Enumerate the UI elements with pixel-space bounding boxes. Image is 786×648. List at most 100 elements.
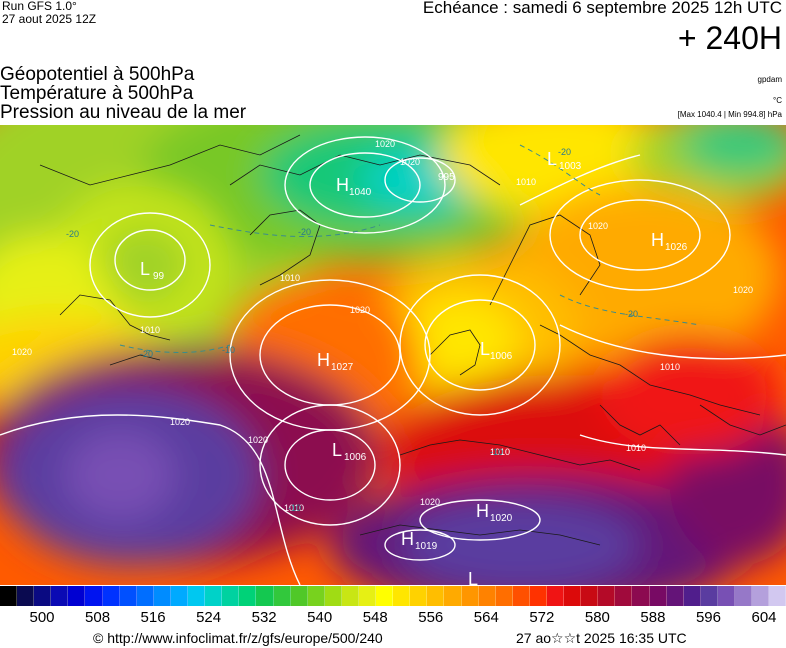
temperature-labels: -20 -20 -20 -20 -20 -10 -10 -10 xyxy=(66,147,638,513)
color-scale-swatch xyxy=(427,586,445,606)
color-scale-swatch xyxy=(358,586,377,606)
pressure-center-letter: L xyxy=(332,440,342,460)
color-scale-swatch xyxy=(598,586,616,606)
isobar-label: 1020 xyxy=(420,497,440,507)
isobar-label: 1010 xyxy=(516,177,536,187)
parameter-pressure: Pression au niveau de la mer xyxy=(0,102,247,123)
pressure-center-8: L 1006 xyxy=(332,440,367,463)
color-scale-tick-label: 532 xyxy=(251,609,277,626)
weather-map-svg: H 1040 995 L 1003 L 99 H 1026 H 1027 xyxy=(0,125,786,585)
pressure-center-4: L 99 xyxy=(140,259,165,282)
color-scale-swatch xyxy=(376,586,394,606)
isobar-label: 1020 xyxy=(375,139,395,149)
color-scale-swatch xyxy=(410,586,428,606)
color-scale-tick-label: 572 xyxy=(529,609,555,626)
pressure-center-letter: L xyxy=(468,569,478,585)
color-scale-swatch xyxy=(307,586,325,606)
pressure-center-11: L xyxy=(468,569,478,585)
pressure-center-1: H 1040 xyxy=(336,175,372,198)
color-scale-tick-label: 540 xyxy=(307,609,333,626)
forecast-lead-time: + 240H xyxy=(677,20,782,56)
color-scale-swatch xyxy=(683,586,701,606)
pressure-center-letter: L xyxy=(140,259,150,279)
isobar-label: 1020 xyxy=(400,157,420,167)
pressure-center-5: H 1026 xyxy=(651,230,688,253)
pressure-center-letter: H xyxy=(476,501,489,521)
color-scale-swatch xyxy=(205,586,223,606)
temperature-label: -20 xyxy=(66,229,79,239)
pressure-center-letter: L xyxy=(480,339,490,359)
color-scale-swatch xyxy=(752,586,770,606)
footer-source-url[interactable]: © http://www.infoclimat.fr/z/gfs/europe/… xyxy=(93,630,383,646)
color-scale-swatch xyxy=(564,586,582,606)
isobar-label: 1010 xyxy=(626,443,646,453)
color-scale-swatch xyxy=(700,586,718,606)
color-scale-swatch xyxy=(68,586,86,606)
isobar-label: 1020 xyxy=(170,417,190,427)
color-scale-swatch xyxy=(581,586,599,606)
color-scale-swatch xyxy=(769,586,786,606)
color-scale-tick-label: 516 xyxy=(140,609,166,626)
color-scale-tick-label: 548 xyxy=(362,609,388,626)
color-scale-swatch xyxy=(0,586,18,606)
color-scale-swatch xyxy=(34,586,52,606)
isobar-label: 1010 xyxy=(490,447,510,457)
color-scale-tick-label: 524 xyxy=(196,609,222,626)
forecast-valid-time: Echéance : samedi 6 septembre 2025 12h U… xyxy=(422,0,782,17)
unit-temperature: °C xyxy=(773,96,782,105)
pressure-center-letter: H xyxy=(317,350,330,370)
parameter-temperature: Température à 500hPa xyxy=(0,83,194,104)
color-scale-tick-label: 596 xyxy=(695,609,721,626)
isobar-label: 1010 xyxy=(660,362,680,372)
color-scale-swatch xyxy=(341,586,359,606)
color-scale-tick-label: 508 xyxy=(85,609,111,626)
temperature-label: -20 xyxy=(558,147,571,157)
color-scale-swatch xyxy=(666,586,684,606)
color-scale-swatch xyxy=(324,586,342,606)
pressure-center-value: 1006 xyxy=(344,452,367,463)
color-scale-tick-label: 564 xyxy=(473,609,499,626)
pressure-center-10: H 1019 xyxy=(401,529,438,552)
color-scale-swatch xyxy=(102,586,120,606)
pressure-centers: H 1040 995 L 1003 L 99 H 1026 H 1027 xyxy=(140,149,688,585)
color-scale-swatch xyxy=(188,586,206,606)
coastlines xyxy=(39,134,786,546)
pressure-center-value: 995 xyxy=(438,172,455,183)
isobars xyxy=(0,136,786,585)
pressure-range: [Max 1040.4 | Min 994.8] hPa xyxy=(677,110,782,119)
color-scale-swatch xyxy=(119,586,137,606)
color-scale-swatch xyxy=(461,586,479,606)
color-scale-swatch xyxy=(256,586,274,606)
pressure-center-letter: H xyxy=(401,529,414,549)
isobar-label: 1020 xyxy=(12,347,32,357)
color-scale-swatch xyxy=(136,586,154,606)
isobar-label: 1020 xyxy=(248,435,268,445)
color-scale-swatch xyxy=(222,586,240,606)
color-scale-swatch xyxy=(51,586,69,606)
color-scale-swatch xyxy=(478,586,496,606)
pressure-center-7: L 1006 xyxy=(480,339,513,362)
pressure-center-value: 1003 xyxy=(559,161,582,172)
pressure-center-value: 1019 xyxy=(415,541,438,552)
unit-geopotential: gpdam xyxy=(757,75,782,84)
color-scale-swatch xyxy=(495,586,513,606)
pressure-center-value: 1020 xyxy=(490,513,513,524)
pressure-center-value: 1040 xyxy=(349,187,372,198)
isobar-label: 1010 xyxy=(284,503,304,513)
isobar-label: 1010 xyxy=(280,273,300,283)
color-scale-tick-label: 588 xyxy=(640,609,666,626)
isobar-label: 1020 xyxy=(588,221,608,231)
color-scale-tick-label: 500 xyxy=(29,609,55,626)
isobar-labels: 1020 1010 1020 1020 1020 1010 1020 1010 … xyxy=(12,139,753,513)
temperature-label: -10 xyxy=(288,503,301,513)
color-scale-swatch xyxy=(17,586,35,606)
temperature-label: -20 xyxy=(625,309,638,319)
pressure-center-value: 99 xyxy=(153,271,165,282)
pressure-center-9: H 1020 xyxy=(476,501,513,524)
color-scale-tick-label: 580 xyxy=(584,609,610,626)
color-scale-swatch xyxy=(615,586,633,606)
footer-timestamp: 27 ao☆☆t 2025 16:35 UTC xyxy=(516,630,687,646)
pressure-center-2: 995 xyxy=(438,172,455,183)
color-scale-swatch xyxy=(170,586,189,606)
isobar-label: 1010 xyxy=(140,325,160,335)
